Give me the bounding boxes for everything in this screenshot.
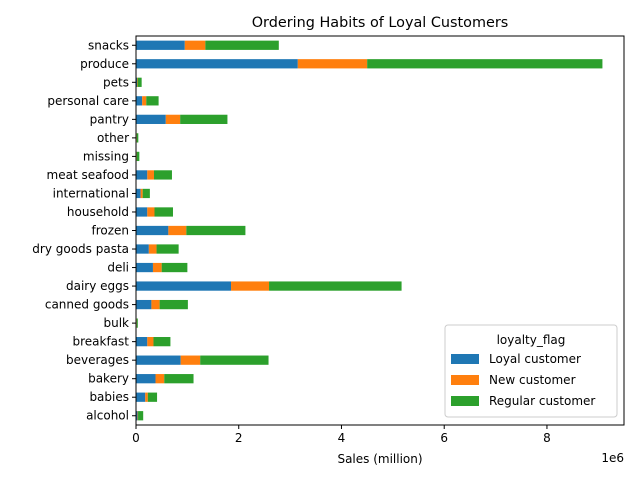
bar-bakery-new-customer bbox=[155, 374, 165, 384]
bar-international-regular-customer bbox=[142, 188, 150, 199]
bar-produce-loyal-customer bbox=[136, 59, 298, 69]
bar-household-new-customer bbox=[147, 207, 155, 217]
y-tick-label: bulk bbox=[103, 316, 129, 330]
x-tick-label: 8 bbox=[543, 431, 551, 445]
y-tick-label: snacks bbox=[88, 38, 129, 52]
y-tick-label: bakery bbox=[88, 372, 129, 386]
bar-personal-care-regular-customer bbox=[146, 96, 159, 106]
bar-snacks-regular-customer bbox=[205, 40, 279, 50]
y-tick-label: babies bbox=[89, 390, 129, 404]
legend-swatch-regular-customer bbox=[451, 396, 479, 406]
bar-personal-care-loyal-customer bbox=[136, 96, 143, 106]
bar-dry-goods-pasta-loyal-customer bbox=[136, 244, 149, 254]
bar-dairy-eggs-regular-customer bbox=[269, 281, 402, 291]
bar-dairy-eggs-new-customer bbox=[231, 281, 270, 291]
bar-babies-regular-customer bbox=[147, 392, 158, 402]
x-axis-offset-label: 1e6 bbox=[601, 451, 624, 465]
bar-pets-regular-customer bbox=[137, 77, 142, 87]
legend-swatch-new-customer bbox=[451, 375, 479, 385]
bar-deli-new-customer bbox=[152, 262, 162, 273]
legend: loyalty_flag Loyal customer New customer R… bbox=[444, 324, 618, 418]
bar-beverages-regular-customer bbox=[200, 355, 269, 365]
bar-deli-regular-customer bbox=[161, 262, 188, 273]
legend-label-loyal-customer: Loyal customer bbox=[489, 352, 581, 366]
bar-frozen-new-customer bbox=[168, 225, 187, 236]
bar-beverages-loyal-customer bbox=[136, 355, 181, 365]
bar-babies-loyal-customer bbox=[136, 392, 146, 402]
bar-bulk-regular-customer bbox=[136, 318, 138, 328]
bar-breakfast-loyal-customer bbox=[136, 337, 148, 347]
bar-personal-care-new-customer bbox=[142, 96, 147, 106]
bar-alcohol-new-customer bbox=[137, 411, 139, 421]
y-tick-label: personal care bbox=[47, 94, 129, 108]
y-tick-label: international bbox=[53, 186, 129, 200]
bar-bakery-loyal-customer bbox=[136, 374, 156, 384]
bar-alcohol-regular-customer bbox=[138, 411, 144, 421]
bar-breakfast-new-customer bbox=[147, 337, 154, 347]
bar-canned-goods-loyal-customer bbox=[136, 299, 152, 310]
x-tick-label: 2 bbox=[235, 431, 243, 445]
plot-area bbox=[136, 40, 603, 421]
y-tick-label: dairy eggs bbox=[66, 279, 129, 293]
bar-breakfast-regular-customer bbox=[153, 337, 171, 347]
y-tick-label: other bbox=[97, 131, 129, 145]
bar-pantry-regular-customer bbox=[180, 114, 228, 124]
y-tick-label: pets bbox=[103, 75, 129, 89]
legend-swatch-loyal-customer bbox=[451, 354, 479, 364]
bar-produce-regular-customer bbox=[367, 59, 603, 69]
bar-meat-seafood-new-customer bbox=[147, 170, 154, 180]
y-tick-label: frozen bbox=[91, 224, 129, 238]
bar-snacks-new-customer bbox=[184, 40, 206, 50]
x-tick-label: 0 bbox=[132, 431, 140, 445]
legend-label-new-customer: New customer bbox=[489, 373, 576, 387]
bar-international-new-customer bbox=[140, 188, 143, 199]
x-axis-ticks: 0 2 4 6 8 bbox=[132, 425, 551, 445]
y-tick-label: dry goods pasta bbox=[32, 242, 129, 256]
x-axis-label: Sales (million) bbox=[337, 452, 422, 466]
bar-canned-goods-new-customer bbox=[151, 299, 160, 310]
bar-pantry-new-customer bbox=[165, 114, 181, 124]
legend-label-regular-customer: Regular customer bbox=[489, 394, 595, 408]
legend-title: loyalty_flag bbox=[497, 333, 566, 347]
bar-dry-goods-pasta-new-customer bbox=[148, 244, 157, 254]
bar-deli-loyal-customer bbox=[136, 262, 153, 273]
y-tick-label: household bbox=[67, 205, 129, 219]
chart-title: Ordering Habits of Loyal Customers bbox=[252, 15, 509, 31]
x-tick-label: 4 bbox=[338, 431, 346, 445]
x-tick-label: 6 bbox=[440, 431, 448, 445]
bar-dry-goods-pasta-regular-customer bbox=[156, 244, 179, 254]
y-tick-label: deli bbox=[107, 261, 129, 275]
bar-dairy-eggs-loyal-customer bbox=[136, 281, 232, 291]
bar-frozen-loyal-customer bbox=[136, 225, 169, 236]
bar-international-loyal-customer bbox=[136, 188, 141, 199]
y-tick-label: produce bbox=[80, 57, 129, 71]
legend-frame bbox=[444, 324, 618, 418]
y-tick-label: alcohol bbox=[86, 409, 129, 423]
y-axis-ticks: alcohol babies bakery beverages breakfast bul… bbox=[32, 38, 136, 423]
bar-other-regular-customer bbox=[136, 133, 139, 143]
bar-babies-new-customer bbox=[145, 392, 148, 402]
bar-pets-loyal-customer bbox=[136, 77, 138, 87]
bar-snacks-loyal-customer bbox=[136, 40, 185, 50]
bar-pets-new-customer bbox=[137, 77, 138, 87]
y-tick-label: canned goods bbox=[45, 298, 129, 312]
y-tick-label: meat seafood bbox=[47, 168, 129, 182]
y-tick-label: pantry bbox=[90, 112, 129, 126]
bar-canned-goods-regular-customer bbox=[159, 299, 188, 310]
bar-missing-regular-customer bbox=[136, 151, 140, 162]
bar-household-loyal-customer bbox=[136, 207, 148, 217]
bar-household-regular-customer bbox=[154, 207, 173, 217]
bar-meat-seafood-regular-customer bbox=[153, 170, 172, 180]
y-tick-label: beverages bbox=[66, 353, 129, 367]
bar-meat-seafood-loyal-customer bbox=[136, 170, 148, 180]
y-tick-label: missing bbox=[83, 149, 129, 163]
y-tick-label: breakfast bbox=[72, 335, 129, 349]
bar-frozen-regular-customer bbox=[186, 225, 246, 236]
bar-bakery-regular-customer bbox=[164, 374, 194, 384]
bar-pantry-loyal-customer bbox=[136, 114, 166, 124]
bar-beverages-new-customer bbox=[180, 355, 201, 365]
bar-produce-new-customer bbox=[297, 59, 368, 69]
bar-alcohol-loyal-customer bbox=[136, 411, 138, 421]
